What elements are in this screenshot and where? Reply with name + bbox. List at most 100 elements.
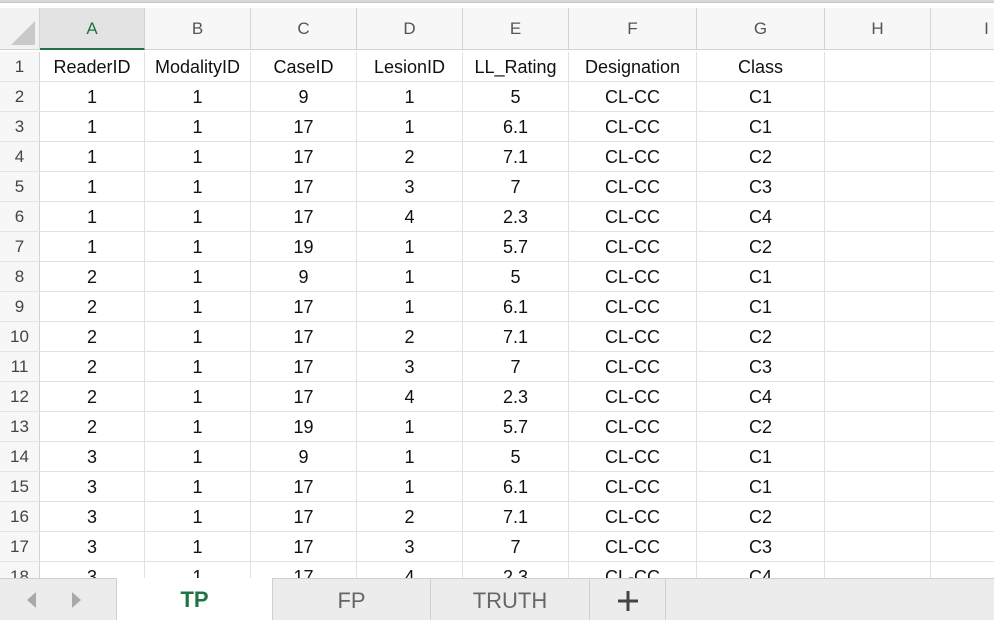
table-cell[interactable]: CL-CC xyxy=(569,472,697,502)
table-cell[interactable]: 1 xyxy=(145,112,251,142)
table-cell[interactable]: 2 xyxy=(357,502,463,532)
row-header[interactable]: 7 xyxy=(0,232,40,262)
table-cell[interactable] xyxy=(931,202,994,232)
header-cell[interactable]: LL_Rating xyxy=(463,52,569,82)
table-cell[interactable]: 4 xyxy=(357,562,463,578)
table-cell[interactable]: C4 xyxy=(697,382,825,412)
table-cell[interactable] xyxy=(825,442,931,472)
sheet-tab-fp[interactable]: FP xyxy=(273,579,431,620)
table-cell[interactable]: 17 xyxy=(251,292,357,322)
table-cell[interactable] xyxy=(825,502,931,532)
header-cell[interactable] xyxy=(931,52,994,82)
table-cell[interactable]: CL-CC xyxy=(569,532,697,562)
table-cell[interactable]: 1 xyxy=(145,562,251,578)
table-cell[interactable]: 2 xyxy=(40,382,145,412)
prev-sheet-button[interactable] xyxy=(22,589,42,611)
table-cell[interactable]: 3 xyxy=(40,472,145,502)
table-cell[interactable]: 7.1 xyxy=(463,142,569,172)
table-cell[interactable]: 1 xyxy=(40,142,145,172)
table-cell[interactable]: 1 xyxy=(40,202,145,232)
table-cell[interactable] xyxy=(931,142,994,172)
table-cell[interactable]: C2 xyxy=(697,142,825,172)
table-cell[interactable]: 2 xyxy=(40,412,145,442)
table-cell[interactable]: CL-CC xyxy=(569,292,697,322)
table-cell[interactable]: 7 xyxy=(463,352,569,382)
table-cell[interactable]: 3 xyxy=(357,532,463,562)
row-header[interactable]: 15 xyxy=(0,472,40,502)
table-cell[interactable]: CL-CC xyxy=(569,412,697,442)
table-cell[interactable] xyxy=(825,82,931,112)
table-cell[interactable]: C3 xyxy=(697,532,825,562)
table-cell[interactable]: 2 xyxy=(40,352,145,382)
table-cell[interactable]: 2 xyxy=(357,322,463,352)
select-all-corner[interactable] xyxy=(0,8,40,50)
table-cell[interactable]: 5 xyxy=(463,82,569,112)
table-cell[interactable] xyxy=(825,202,931,232)
table-cell[interactable]: CL-CC xyxy=(569,562,697,578)
header-cell[interactable]: LesionID xyxy=(357,52,463,82)
table-cell[interactable]: 1 xyxy=(145,472,251,502)
sheet-tab-truth[interactable]: TRUTH xyxy=(431,579,590,620)
table-cell[interactable]: 6.1 xyxy=(463,472,569,502)
table-cell[interactable]: 17 xyxy=(251,322,357,352)
table-cell[interactable]: 1 xyxy=(145,262,251,292)
table-cell[interactable] xyxy=(931,172,994,202)
table-cell[interactable]: C1 xyxy=(697,442,825,472)
table-cell[interactable]: C2 xyxy=(697,232,825,262)
column-header-c[interactable]: C xyxy=(251,8,357,50)
row-header[interactable]: 2 xyxy=(0,82,40,112)
table-cell[interactable]: 1 xyxy=(40,232,145,262)
row-header[interactable]: 11 xyxy=(0,352,40,382)
table-cell[interactable]: CL-CC xyxy=(569,82,697,112)
table-cell[interactable]: 19 xyxy=(251,412,357,442)
table-cell[interactable]: CL-CC xyxy=(569,172,697,202)
table-cell[interactable] xyxy=(825,322,931,352)
header-cell[interactable]: ReaderID xyxy=(40,52,145,82)
table-cell[interactable]: 3 xyxy=(40,532,145,562)
table-cell[interactable]: C4 xyxy=(697,202,825,232)
table-cell[interactable]: 1 xyxy=(145,82,251,112)
table-cell[interactable]: 4 xyxy=(357,382,463,412)
table-cell[interactable]: 17 xyxy=(251,112,357,142)
table-cell[interactable] xyxy=(825,562,931,578)
table-cell[interactable]: 2.3 xyxy=(463,562,569,578)
table-cell[interactable]: 17 xyxy=(251,382,357,412)
table-cell[interactable] xyxy=(931,442,994,472)
table-cell[interactable]: C2 xyxy=(697,502,825,532)
table-cell[interactable]: 1 xyxy=(40,112,145,142)
table-cell[interactable]: 9 xyxy=(251,262,357,292)
table-cell[interactable]: 17 xyxy=(251,562,357,578)
table-cell[interactable]: 1 xyxy=(357,232,463,262)
table-cell[interactable]: C1 xyxy=(697,472,825,502)
table-cell[interactable]: 1 xyxy=(40,82,145,112)
table-cell[interactable] xyxy=(931,292,994,322)
table-cell[interactable]: 3 xyxy=(40,442,145,472)
row-header[interactable]: 17 xyxy=(0,532,40,562)
row-header[interactable]: 14 xyxy=(0,442,40,472)
table-cell[interactable] xyxy=(931,262,994,292)
column-header-i[interactable]: I xyxy=(931,8,994,50)
table-cell[interactable]: C1 xyxy=(697,262,825,292)
table-cell[interactable]: 3 xyxy=(357,172,463,202)
table-cell[interactable]: 9 xyxy=(251,82,357,112)
table-cell[interactable]: 3 xyxy=(40,562,145,578)
table-cell[interactable]: CL-CC xyxy=(569,502,697,532)
table-cell[interactable]: 1 xyxy=(357,262,463,292)
header-cell[interactable] xyxy=(825,52,931,82)
row-header[interactable]: 6 xyxy=(0,202,40,232)
table-cell[interactable]: 1 xyxy=(145,352,251,382)
row-header[interactable]: 8 xyxy=(0,262,40,292)
table-cell[interactable] xyxy=(931,472,994,502)
table-cell[interactable]: 1 xyxy=(145,202,251,232)
table-cell[interactable]: 5.7 xyxy=(463,412,569,442)
add-sheet-button[interactable] xyxy=(590,579,666,620)
table-cell[interactable]: 1 xyxy=(145,442,251,472)
table-cell[interactable] xyxy=(825,382,931,412)
table-cell[interactable]: 6.1 xyxy=(463,112,569,142)
table-cell[interactable]: 2 xyxy=(40,292,145,322)
table-cell[interactable]: 2 xyxy=(357,142,463,172)
row-header[interactable]: 9 xyxy=(0,292,40,322)
row-header[interactable]: 13 xyxy=(0,412,40,442)
table-cell[interactable] xyxy=(825,232,931,262)
table-cell[interactable] xyxy=(931,322,994,352)
